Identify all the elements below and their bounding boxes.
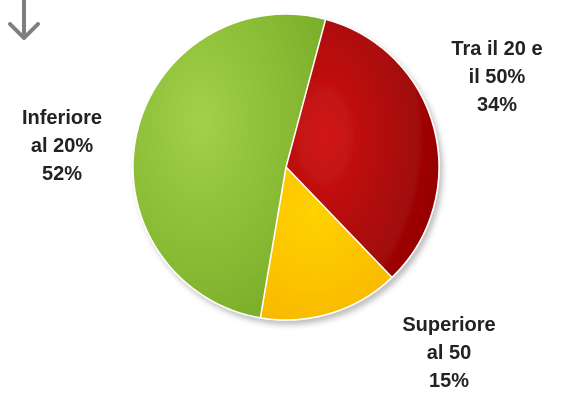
slice-label-0: Inferiore al 20% 52% [22,107,102,185]
slice-value-label: 52% [42,163,82,185]
slice-value-label: 34% [477,94,517,116]
pie-slice-2 [259,165,393,321]
slice-label-1: Tra il 20 e il 50% 34% [451,38,542,116]
slice-value-label: 15% [429,370,469,392]
slice-category-label: Inferiore [22,107,102,129]
slice-label-2: Superiore al 50 15% [402,314,495,392]
slice-labels: Inferiore al 20% 52% Tra il 20 e il 50% 34% Su… [22,38,543,392]
arrow-down-icon [8,0,40,40]
slice-category-label: Superiore [402,314,495,336]
slice-category-label: Tra il 20 e [451,38,542,60]
slice-category-label: al 20% [31,135,93,157]
pie-slice-1 [285,18,440,279]
pie-slices [132,13,440,321]
slice-category-label: al 50 [427,342,471,364]
slice-category-label: il 50% [469,66,526,88]
pie-slice-0 [132,13,327,319]
